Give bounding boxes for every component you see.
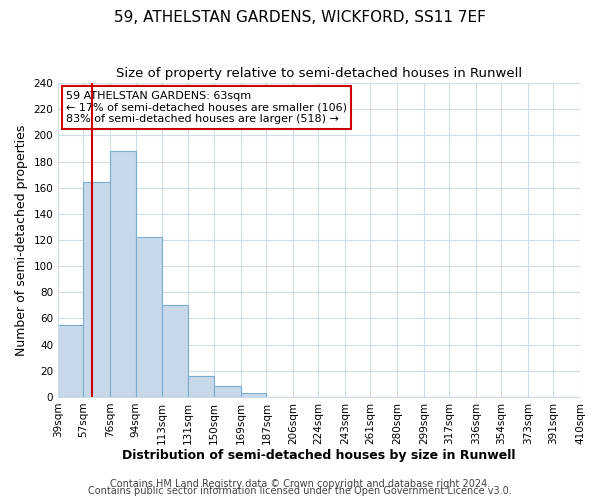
Bar — [83, 182, 110, 397]
Bar — [241, 393, 266, 397]
Bar — [110, 151, 136, 397]
Text: Contains HM Land Registry data © Crown copyright and database right 2024.: Contains HM Land Registry data © Crown c… — [110, 479, 490, 489]
Text: 59, ATHELSTAN GARDENS, WICKFORD, SS11 7EF: 59, ATHELSTAN GARDENS, WICKFORD, SS11 7E… — [114, 10, 486, 25]
Bar — [162, 306, 188, 397]
X-axis label: Distribution of semi-detached houses by size in Runwell: Distribution of semi-detached houses by … — [122, 450, 516, 462]
Text: 59 ATHELSTAN GARDENS: 63sqm
← 17% of semi-detached houses are smaller (106)
83% : 59 ATHELSTAN GARDENS: 63sqm ← 17% of sem… — [66, 91, 347, 124]
Text: Contains public sector information licensed under the Open Government Licence v3: Contains public sector information licen… — [88, 486, 512, 496]
Y-axis label: Number of semi-detached properties: Number of semi-detached properties — [15, 124, 28, 356]
Bar — [214, 386, 241, 397]
Title: Size of property relative to semi-detached houses in Runwell: Size of property relative to semi-detach… — [116, 68, 522, 80]
Bar — [188, 376, 214, 397]
Bar — [136, 238, 162, 397]
Bar — [58, 325, 83, 397]
